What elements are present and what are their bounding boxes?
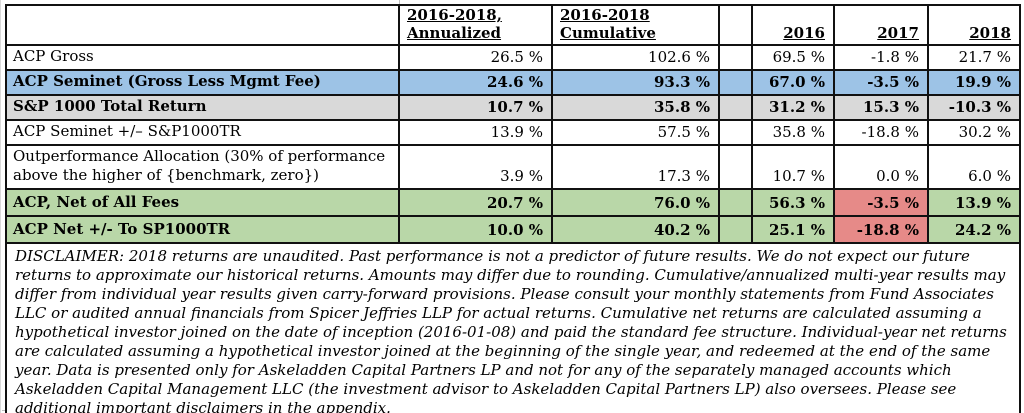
disclaimer-row: DISCLAIMER: 2018 returns are unaudited. …	[5, 242, 1021, 413]
cell-2018[interactable]: 21.7 %	[927, 44, 1021, 71]
spacer-cell[interactable]	[718, 215, 753, 244]
spacer-cell[interactable]	[718, 69, 753, 96]
cell-2016[interactable]: 31.2 %	[751, 94, 835, 121]
header-row: 2016-2018, Annualized 2016-2018 Cumulati…	[5, 4, 1021, 46]
header-text: Annualized	[407, 24, 502, 42]
row-label[interactable]: ACP Net +/- To SP1000TR	[5, 215, 400, 244]
cell-annualized[interactable]: 26.5 %	[398, 44, 553, 71]
row-label[interactable]: ACP, Net of All Fees	[5, 188, 400, 217]
cell-2017[interactable]: -3.5 %	[833, 69, 929, 96]
spacer-cell[interactable]	[718, 94, 753, 121]
cell-2018[interactable]: 13.9 %	[927, 188, 1021, 217]
cell-annualized[interactable]: 20.7 %	[398, 188, 553, 217]
table-row: ACP Gross 26.5 % 102.6 % 69.5 % -1.8 % 2…	[5, 44, 1021, 71]
cell-annualized[interactable]: 10.7 %	[398, 94, 553, 121]
cell-2016[interactable]: 69.5 %	[751, 44, 835, 71]
header-text: 2018	[969, 24, 1011, 42]
cell-2018[interactable]: 30.2 %	[927, 119, 1021, 146]
spacer-cell[interactable]	[718, 119, 753, 146]
spacer-cell[interactable]	[718, 144, 753, 190]
row-label[interactable]: S&P 1000 Total Return	[5, 94, 400, 121]
col-header-2016[interactable]: 2016	[751, 4, 835, 46]
spacer-cell[interactable]	[718, 188, 753, 217]
row-label[interactable]: ACP Gross	[5, 44, 400, 71]
header-text: 2016-2018,	[407, 6, 502, 24]
spacer-header[interactable]	[718, 4, 753, 46]
cell-annualized[interactable]: 3.9 %	[398, 144, 553, 190]
cell-annualized[interactable]: 10.0 %	[398, 215, 553, 244]
cell-2017[interactable]: -18.8 %	[833, 119, 929, 146]
cell-annualized[interactable]: 24.6 %	[398, 69, 553, 96]
col-header-2018[interactable]: 2018	[927, 4, 1021, 46]
table-row: ACP Seminet (Gross Less Mgmt Fee) 24.6 %…	[5, 69, 1021, 96]
cell-2017-negative[interactable]: -3.5 %	[833, 188, 929, 217]
gridline	[0, 0, 1, 413]
col-header-annualized[interactable]: 2016-2018, Annualized	[398, 4, 553, 46]
header-text: 2017	[877, 24, 919, 42]
spacer-cell[interactable]	[718, 44, 753, 71]
col-header-blank[interactable]	[5, 4, 400, 46]
cell-2016[interactable]: 25.1 %	[751, 215, 835, 244]
cell-2018[interactable]: -10.3 %	[927, 94, 1021, 121]
cell-2018[interactable]: 6.0 %	[927, 144, 1021, 190]
performance-table: 2016-2018, Annualized 2016-2018 Cumulati…	[5, 4, 1021, 413]
table-row: ACP Seminet +/– S&P1000TR 13.9 % 57.5 % …	[5, 119, 1021, 146]
cell-2016[interactable]: 67.0 %	[751, 69, 835, 96]
cell-cumulative[interactable]: 57.5 %	[551, 119, 720, 146]
header-text: 2016	[783, 24, 825, 42]
col-header-cumulative[interactable]: 2016-2018 Cumulative	[551, 4, 720, 46]
cell-2017-negative[interactable]: -18.8 %	[833, 215, 929, 244]
cell-2017[interactable]: -1.8 %	[833, 44, 929, 71]
table-row: S&P 1000 Total Return 10.7 % 35.8 % 31.2…	[5, 94, 1021, 121]
table-row: ACP Net +/- To SP1000TR 10.0 % 40.2 % 25…	[5, 215, 1021, 244]
cell-cumulative[interactable]: 35.8 %	[551, 94, 720, 121]
cell-2017[interactable]: 15.3 %	[833, 94, 929, 121]
table-row: Outperformance Allocation (30% of perfor…	[5, 144, 1021, 190]
row-label[interactable]: Outperformance Allocation (30% of perfor…	[5, 144, 400, 190]
cell-cumulative[interactable]: 40.2 %	[551, 215, 720, 244]
cell-cumulative[interactable]: 17.3 %	[551, 144, 720, 190]
cell-cumulative[interactable]: 102.6 %	[551, 44, 720, 71]
cell-2017[interactable]: 0.0 %	[833, 144, 929, 190]
row-label[interactable]: ACP Seminet (Gross Less Mgmt Fee)	[5, 69, 400, 96]
cell-2016[interactable]: 56.3 %	[751, 188, 835, 217]
header-text: 2016-2018	[560, 6, 650, 24]
gridline	[399, 0, 400, 4]
header-text: Cumulative	[560, 24, 656, 42]
col-header-2017[interactable]: 2017	[833, 4, 929, 46]
cell-2018[interactable]: 19.9 %	[927, 69, 1021, 96]
disclaimer-text: DISCLAIMER: 2018 returns are unaudited. …	[5, 242, 1021, 413]
table-row: ACP, Net of All Fees 20.7 % 76.0 % 56.3 …	[5, 188, 1021, 217]
cell-cumulative[interactable]: 93.3 %	[551, 69, 720, 96]
cell-2016[interactable]: 10.7 %	[751, 144, 835, 190]
cell-annualized[interactable]: 13.9 %	[398, 119, 553, 146]
cell-2018[interactable]: 24.2 %	[927, 215, 1021, 244]
row-label[interactable]: ACP Seminet +/– S&P1000TR	[5, 119, 400, 146]
cell-2016[interactable]: 35.8 %	[751, 119, 835, 146]
cell-cumulative[interactable]: 76.0 %	[551, 188, 720, 217]
